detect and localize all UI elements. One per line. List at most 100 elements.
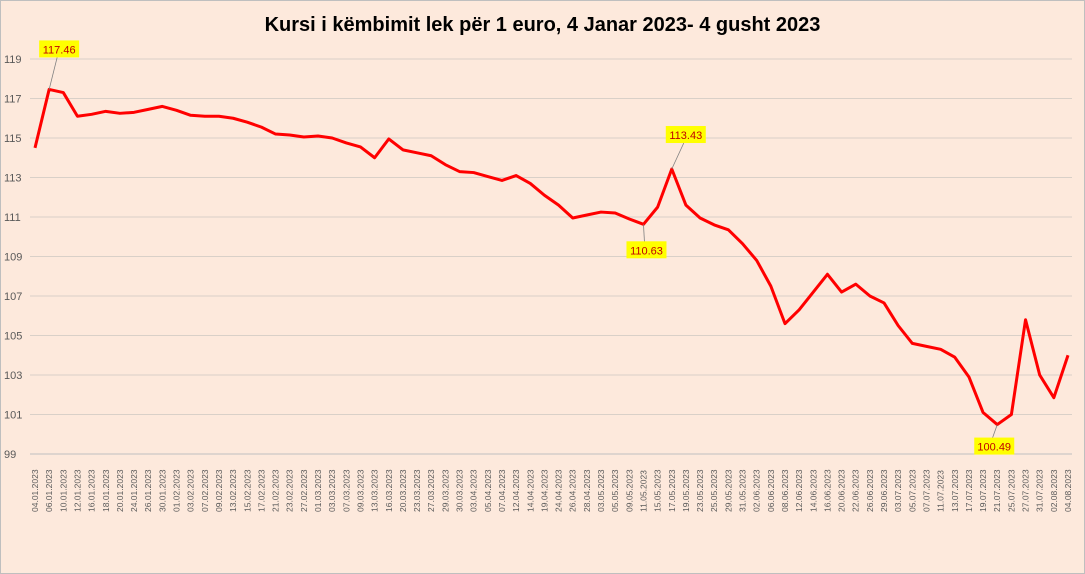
x-tick-label: 26.04.2023	[568, 469, 578, 512]
y-tick-label: 119	[4, 54, 22, 66]
x-tick-label: 05.07.2023	[907, 469, 917, 512]
x-tick-label: 14.06.2023	[808, 469, 818, 512]
x-tick-label: 31.07.2023	[1035, 469, 1045, 512]
x-tick-label: 30.03.2023	[455, 469, 465, 512]
leader-line	[991, 424, 998, 439]
x-tick-label: 27.02.2023	[299, 469, 309, 512]
x-tick-label: 09.03.2023	[355, 469, 365, 512]
y-tick-label: 105	[4, 331, 22, 343]
x-tick-label: 29.05.2023	[723, 469, 733, 512]
x-tick-label: 19.07.2023	[978, 469, 988, 512]
y-tick-label: 107	[4, 291, 22, 303]
y-tick-label: 101	[4, 410, 22, 422]
x-tick-label: 24.01.2023	[129, 469, 139, 512]
x-tick-label: 30.01.2023	[157, 469, 167, 512]
x-tick-label: 09.05.2023	[624, 469, 634, 512]
x-tick-label: 20.01.2023	[115, 469, 125, 512]
data-label: 113.43	[669, 130, 702, 142]
x-tick-label: 15.05.2023	[653, 469, 663, 512]
x-tick-label: 13.03.2023	[370, 469, 380, 512]
x-tick-label: 26.01.2023	[143, 469, 153, 512]
x-tick-label: 16.06.2023	[822, 469, 832, 512]
x-tick-label: 17.02.2023	[256, 469, 266, 512]
x-tick-label: 19.05.2023	[681, 469, 691, 512]
x-tick-label: 03.05.2023	[596, 469, 606, 512]
leader-line	[671, 142, 685, 170]
x-tick-label: 14.04.2023	[525, 469, 535, 512]
x-tick-label: 21.02.2023	[271, 469, 281, 512]
y-tick-label: 117	[4, 94, 22, 106]
x-tick-label: 11.05.2023	[638, 470, 648, 512]
y-tick-label: 113	[4, 173, 22, 185]
x-tick-label: 02.06.2023	[752, 469, 762, 512]
data-label: 110.63	[630, 245, 663, 257]
x-tick-label: 23.05.2023	[695, 469, 705, 512]
x-tick-label: 20.06.2023	[837, 469, 847, 512]
x-tick-label: 12.06.2023	[794, 469, 804, 512]
x-tick-label: 07.02.2023	[200, 469, 210, 512]
x-tick-label: 23.03.2023	[412, 469, 422, 512]
y-tick-label: 109	[4, 252, 22, 264]
x-tick-label: 01.03.2023	[313, 469, 323, 512]
x-tick-label: 01.02.2023	[172, 469, 182, 512]
x-tick-label: 31.05.2023	[738, 469, 748, 512]
x-tick-label: 05.04.2023	[483, 469, 493, 512]
y-tick-label: 115	[4, 133, 22, 145]
x-tick-label: 06.01.2023	[44, 469, 54, 512]
x-tick-label: 07.07.2023	[921, 469, 931, 512]
y-tick-label: 103	[4, 370, 22, 382]
x-tick-label: 05.05.2023	[610, 469, 620, 512]
x-tick-label: 04.08.2023	[1063, 469, 1073, 512]
data-label-bg	[665, 126, 706, 144]
x-tick-label: 23.02.2023	[285, 469, 295, 512]
x-tick-label: 03.03.2023	[327, 469, 337, 512]
x-tick-label: 19.04.2023	[539, 469, 549, 512]
x-tick-label: 29.03.2023	[440, 469, 450, 512]
chart-title: Kursi i këmbimit lek për 1 euro, 4 Janar…	[264, 14, 821, 36]
x-tick-label: 22.06.2023	[851, 469, 861, 512]
x-tick-label: 07.03.2023	[341, 469, 351, 512]
data-label-bg	[39, 40, 80, 58]
x-tick-label: 26.06.2023	[865, 469, 875, 512]
x-tick-label: 03.02.2023	[186, 469, 196, 512]
x-tick-label: 24.04.2023	[554, 469, 564, 512]
x-tick-label: 16.01.2023	[87, 469, 97, 512]
data-label-bg	[974, 437, 1015, 455]
x-tick-label: 06.06.2023	[766, 469, 776, 512]
x-tick-label: 08.06.2023	[780, 469, 790, 512]
x-tick-label: 13.02.2023	[228, 469, 238, 512]
x-tick-label: 18.01.2023	[101, 469, 111, 512]
data-label: 100.49	[977, 442, 1011, 454]
x-tick-label: 03.07.2023	[893, 469, 903, 512]
y-tick-label: 111	[4, 212, 21, 224]
x-tick-label: 15.02.2023	[242, 469, 252, 512]
series-line	[33, 87, 1070, 427]
y-tick-label: 99	[4, 449, 16, 461]
x-tick-label: 27.03.2023	[426, 469, 436, 512]
x-tick-label: 12.01.2023	[72, 469, 82, 512]
x-tick-label: 16.03.2023	[384, 469, 394, 512]
x-tick-label: 12.04.2023	[511, 469, 521, 512]
x-tick-label: 17.07.2023	[964, 469, 974, 512]
data-label: 117.46	[43, 44, 76, 56]
x-tick-label: 28.04.2023	[582, 469, 592, 512]
x-tick-label: 27.07.2023	[1021, 469, 1031, 512]
x-tick-label: 25.05.2023	[709, 469, 719, 512]
x-tick-label: 09.02.2023	[214, 469, 224, 512]
x-tick-label: 13.07.2023	[950, 469, 960, 512]
data-label-bg	[626, 241, 667, 259]
leader-line	[643, 224, 645, 243]
x-tick-label: 29.06.2023	[879, 469, 889, 512]
x-tick-label: 17.05.2023	[667, 469, 677, 512]
x-tick-label: 11.07.2023	[936, 470, 946, 512]
x-tick-label: 07.04.2023	[497, 469, 507, 512]
leader-line	[48, 57, 58, 90]
x-tick-label: 10.01.2023	[58, 469, 68, 512]
x-tick-label: 21.07.2023	[992, 469, 1002, 512]
x-tick-label: 25.07.2023	[1006, 469, 1016, 512]
x-tick-label: 20.03.2023	[398, 469, 408, 512]
x-tick-label: 04.01.2023	[30, 469, 40, 512]
x-tick-label: 02.08.2023	[1049, 469, 1059, 512]
